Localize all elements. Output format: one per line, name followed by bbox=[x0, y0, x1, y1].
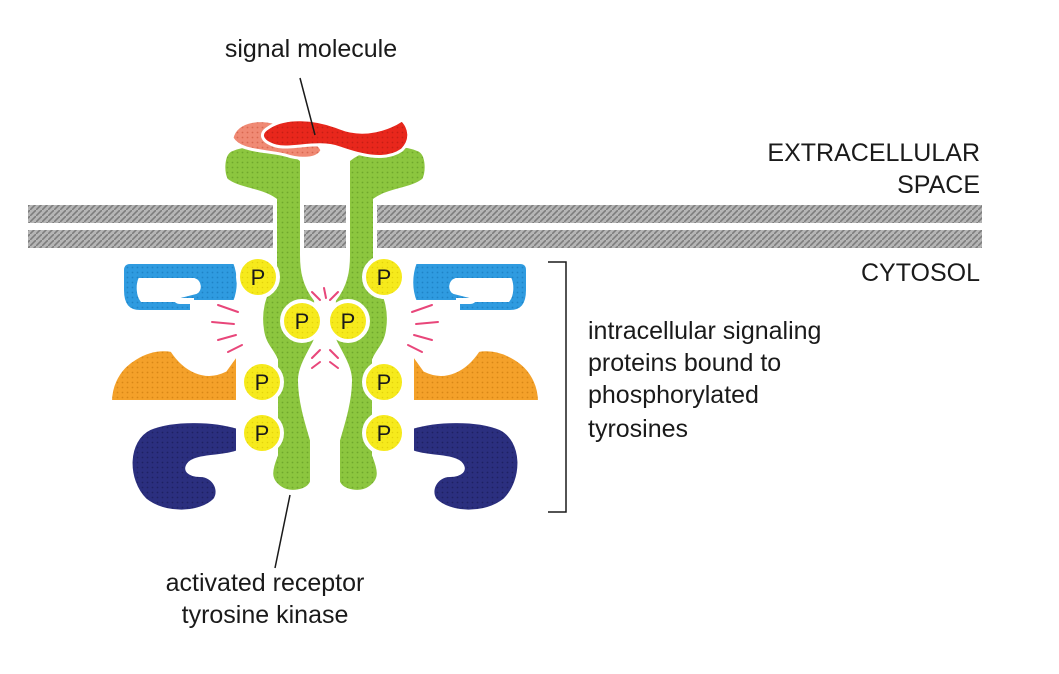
membrane-inner-leaflet bbox=[28, 230, 982, 248]
activity-line bbox=[311, 361, 321, 369]
receptor-chain-right bbox=[329, 142, 429, 494]
cytosol-label: CYTOSOL bbox=[860, 259, 980, 287]
phosphate-label: P bbox=[251, 265, 266, 290]
phosphate-circle: P bbox=[326, 299, 370, 343]
phosphate-label: P bbox=[377, 421, 392, 446]
receptor-label-line1: activated receptor bbox=[165, 569, 365, 597]
orange-signaling-protein-left bbox=[107, 345, 240, 404]
receptor-chain-left bbox=[221, 142, 321, 494]
bracket-icon bbox=[548, 261, 567, 513]
signal-molecule-shape bbox=[230, 118, 411, 160]
blue-signaling-protein-right bbox=[409, 260, 530, 314]
phosphate-label: P bbox=[341, 309, 356, 334]
phosphate-label: P bbox=[295, 309, 310, 334]
signal-pointer-line bbox=[299, 77, 316, 136]
navy-signaling-protein-right bbox=[410, 419, 522, 514]
phosphate-circle: P bbox=[362, 360, 406, 404]
phosphate-circle-shape bbox=[326, 299, 370, 343]
phosphate-circle-shape bbox=[362, 255, 406, 299]
signal-molecule-red-subunit bbox=[260, 118, 411, 158]
plasma-membrane bbox=[28, 205, 982, 248]
phosphate-circle-shape bbox=[362, 411, 406, 455]
phosphate-label: P bbox=[377, 265, 392, 290]
signaling-proteins-label-line3: phosphorylated bbox=[588, 381, 759, 409]
phosphate-circle-shape bbox=[362, 360, 406, 404]
activity-line bbox=[407, 344, 423, 353]
orange-signaling-protein-right bbox=[410, 345, 543, 404]
signaling-proteins-label-line1: intracellular signaling bbox=[588, 317, 822, 345]
activity-line bbox=[227, 344, 243, 353]
extracellular-label-line2: SPACE bbox=[897, 171, 980, 199]
phosphate-group: P PP PP PP P bbox=[236, 255, 406, 455]
phosphate-circle: P bbox=[236, 255, 280, 299]
signaling-proteins-label-line2: proteins bound to bbox=[588, 349, 782, 377]
blue-signaling-protein-left bbox=[120, 260, 241, 314]
activity-line bbox=[311, 291, 321, 301]
phosphate-circle-shape bbox=[240, 360, 284, 404]
extracellular-label-line1: EXTRACELLULAR bbox=[767, 139, 980, 167]
activity-line bbox=[217, 304, 239, 313]
phosphate-circle-shape bbox=[236, 255, 280, 299]
phosphate-label: P bbox=[255, 370, 270, 395]
navy-signaling-protein-left bbox=[128, 419, 240, 514]
receptor-label-line2: tyrosine kinase bbox=[181, 601, 349, 629]
phosphate-circle: P bbox=[362, 255, 406, 299]
activity-lines bbox=[211, 287, 439, 369]
phosphate-circle-shape bbox=[240, 411, 284, 455]
membrane-outer-leaflet bbox=[28, 205, 982, 223]
phosphate-label: P bbox=[377, 370, 392, 395]
signaling-proteins-label-line4: tyrosines bbox=[588, 415, 689, 443]
activity-line bbox=[329, 291, 339, 301]
activity-line bbox=[329, 349, 339, 359]
phosphate-circle: P bbox=[240, 411, 284, 455]
activity-line bbox=[411, 304, 433, 313]
activity-line bbox=[413, 334, 433, 341]
activity-line bbox=[329, 361, 339, 369]
phosphate-circle: P bbox=[362, 411, 406, 455]
activity-line bbox=[217, 334, 237, 341]
receptor-pointer-line bbox=[274, 494, 291, 569]
phosphate-circle: P bbox=[240, 360, 284, 404]
signal-molecule-label: signal molecule bbox=[224, 35, 398, 63]
activity-line bbox=[211, 321, 235, 325]
phosphate-circle: P bbox=[280, 299, 324, 343]
phosphate-circle-shape bbox=[280, 299, 324, 343]
activity-line bbox=[311, 349, 321, 359]
activity-line bbox=[323, 287, 327, 299]
receptor-dimer bbox=[221, 142, 429, 494]
phosphate-label: P bbox=[255, 421, 270, 446]
activity-line bbox=[415, 321, 439, 325]
